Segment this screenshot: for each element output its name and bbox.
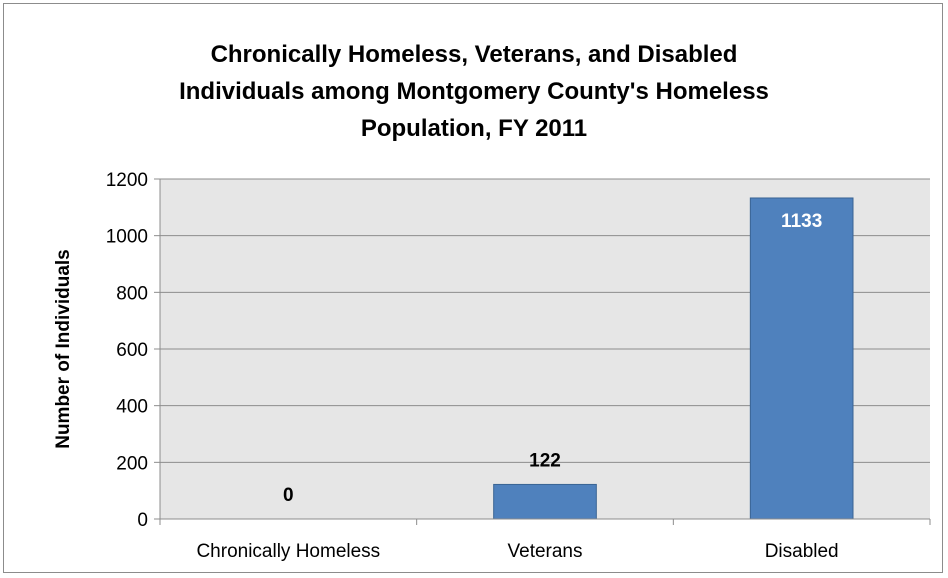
- x-tick-label: Veterans: [508, 541, 583, 562]
- chart-title: Chronically Homeless, Veterans, and Disa…: [0, 36, 948, 147]
- data-labels: 0 122 1133: [283, 211, 822, 506]
- data-label: 0: [283, 485, 294, 506]
- bar: [493, 483, 597, 520]
- y-tick-label: 200: [116, 453, 148, 474]
- chart-title-line-2: Individuals among Montgomery County's Ho…: [179, 78, 769, 105]
- bars: [493, 197, 854, 520]
- y-axis-label: Number of Individuals: [53, 249, 74, 449]
- y-tick-label: 800: [116, 283, 148, 304]
- y-tick-label: 1000: [106, 227, 148, 248]
- bar: [749, 197, 854, 520]
- y-tick-label: 0: [137, 510, 148, 531]
- x-tick-label: Chronically Homeless: [196, 541, 380, 562]
- x-tick-label: Disabled: [765, 541, 839, 562]
- data-label: 122: [529, 450, 561, 471]
- y-tick-label: 400: [116, 397, 148, 418]
- chart-title-line-3: Population, FY 2011: [360, 115, 588, 142]
- x-axis-ticks: Chronically Homeless Veterans Disabled: [159, 519, 931, 562]
- chart-title-line-1: Chronically Homeless, Veterans, and Disa…: [210, 41, 738, 68]
- y-axis-ticks: 0 200 400 600 800 1000 1200: [106, 170, 160, 531]
- y-tick-label: 600: [116, 340, 148, 361]
- y-tick-label: 1200: [106, 170, 148, 191]
- data-label: 1133: [781, 211, 822, 232]
